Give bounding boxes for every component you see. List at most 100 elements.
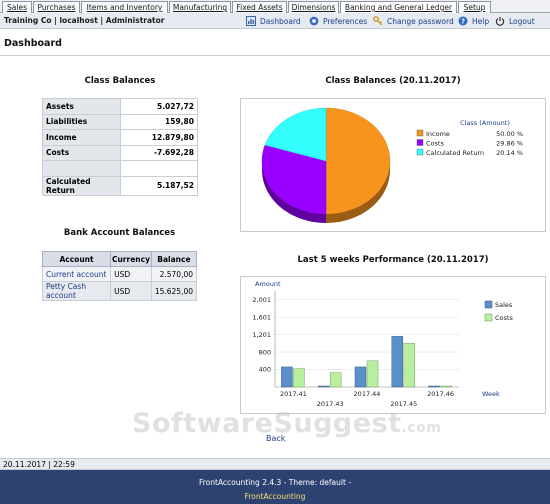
svg-text:?: ?	[461, 18, 465, 26]
watermark-suffix: .com	[401, 420, 442, 436]
bar-legend-label: Sales	[495, 301, 513, 309]
page-title-bar: Dashboard	[0, 30, 550, 56]
header-bar: Training Co | localhost | Administrator …	[0, 13, 550, 29]
pie-legend-swatch	[416, 139, 424, 146]
row-label: Calculated Return	[42, 175, 121, 196]
tab-dimensions[interactable]: Dimensions	[288, 1, 339, 13]
tab-items-and-inventory[interactable]: Items and Inventory	[81, 1, 168, 13]
table-row: Costs -7.692,28	[42, 144, 198, 161]
row-value: 5.187,52	[120, 175, 198, 196]
currency-cell: USD	[110, 266, 152, 282]
table-row	[42, 160, 198, 177]
help-icon: ?	[458, 16, 468, 26]
module-tabs: Sales Purchases Items and Inventory Manu…	[0, 0, 550, 14]
bar-sales	[391, 336, 404, 388]
change-password-link-label: Change password	[387, 16, 454, 26]
key-icon	[373, 16, 383, 26]
pie-legend-value: 50.00 %	[496, 130, 523, 138]
footer-version: FrontAccounting 2.4.3 - Theme: default -	[198, 478, 352, 487]
table-row: Calculated Return 5.187,52	[42, 175, 198, 196]
tab-purchases[interactable]: Purchases	[33, 1, 80, 13]
bar-costs	[293, 368, 305, 388]
bank-balances-table: Account Currency Balance Current account…	[41, 251, 198, 301]
balance-cell: 2.570,00	[150, 266, 198, 282]
pie-slice	[325, 107, 391, 215]
bar-chart: Amount 400 800 1,201 1,601 2,001 2017.41 2017.4…	[252, 280, 513, 408]
y-tick-label: 800	[259, 348, 271, 356]
pie-slice-side	[326, 161, 390, 223]
status-bar: 20.11.2017 | 22:59	[0, 458, 550, 470]
pie-legend-value: 20.14 %	[496, 149, 523, 157]
pie-slice	[264, 107, 327, 162]
footer-brand-link[interactable]: FrontAccounting	[244, 492, 306, 501]
tab-banking-and-general-ledger[interactable]: Banking and General Ledger	[340, 1, 457, 14]
y-tick-label: 400	[259, 366, 271, 374]
x-tick-label: 2017.46	[427, 390, 454, 398]
y-tick-label: 1,201	[252, 331, 271, 339]
footer: FrontAccounting 2.4.3 - Theme: default -…	[0, 470, 550, 504]
bank-balances-title: Bank Account Balances	[63, 228, 176, 238]
row-value: 159,80	[120, 113, 198, 130]
help-link[interactable]: ? Help	[458, 15, 489, 27]
column-header-balance: Balance	[150, 251, 198, 267]
company-info: Training Co | localhost | Administrator	[4, 16, 165, 25]
row-value: 5.027,72	[120, 98, 198, 115]
pie-legend-label: Income	[426, 130, 450, 138]
tab-sales[interactable]: Sales	[2, 1, 32, 13]
x-tick-label: 2017.41	[280, 390, 307, 398]
bar-sales	[354, 366, 367, 388]
bar-legend-swatch	[484, 300, 493, 309]
pie-chart: Class (Amount) Income 50.00 % Costs 29.86 % C…	[261, 107, 523, 223]
table-header-row: Account Currency Balance	[41, 251, 198, 267]
dashboard-link-label: Dashboard	[260, 16, 301, 26]
pie-chart-frame: Class (Amount) Income 50.00 % Costs 29.86 % C…	[240, 98, 546, 232]
tab-manufacturing[interactable]: Manufacturing	[169, 1, 231, 13]
row-value	[120, 160, 198, 177]
back-link[interactable]: Back	[266, 434, 286, 443]
bar-costs	[329, 372, 342, 388]
x-tick-label: 2017.45	[390, 400, 417, 408]
table-row: Petty Cash account USD 15.625,00	[41, 281, 198, 301]
logout-link[interactable]: Logout	[495, 15, 535, 27]
preferences-icon	[309, 16, 319, 26]
pie-chart-title: Class Balances (20.11.2017)	[325, 76, 461, 86]
x-axis-label: Week	[482, 390, 500, 398]
y-axis-label: Amount	[255, 280, 281, 288]
balance-cell: 15.625,00	[150, 281, 198, 301]
column-header-currency: Currency	[110, 251, 152, 267]
pie-legend-value: 29.86 %	[496, 140, 523, 148]
row-value: -7.692,28	[120, 144, 198, 161]
help-link-label: Help	[472, 16, 490, 26]
column-header-account: Account	[41, 251, 112, 267]
page-title: Dashboard	[4, 38, 62, 49]
bar-legend-swatch	[484, 313, 493, 322]
row-label: Income	[42, 129, 121, 146]
logout-link-label: Logout	[509, 16, 535, 26]
bar-costs	[403, 343, 416, 388]
dashboard-link[interactable]: Dashboard	[246, 15, 301, 27]
pie-legend-label: Costs	[426, 140, 444, 148]
power-icon	[495, 16, 505, 26]
bar-costs	[440, 385, 452, 388]
pie-legend-swatch	[416, 148, 424, 156]
change-password-link[interactable]: Change password	[373, 15, 454, 27]
bar-sales	[428, 385, 440, 388]
account-link[interactable]: Current account	[41, 266, 112, 282]
pie-legend-label: Calculated Return	[426, 149, 484, 157]
status-datetime: 20.11.2017 | 22:59	[3, 460, 75, 469]
preferences-link[interactable]: Preferences	[309, 15, 367, 27]
bar-costs	[366, 360, 379, 388]
x-tick-label: 2017.44	[354, 390, 381, 398]
row-label	[42, 160, 121, 177]
tab-setup[interactable]: Setup	[458, 1, 491, 13]
tab-fixed-assets[interactable]: Fixed Assets	[232, 1, 287, 13]
preferences-link-label: Preferences	[323, 16, 368, 26]
class-balances-table: Assets 5.027,72 Liabilities 159,80 Income 1…	[42, 98, 198, 196]
pie-slice	[261, 144, 327, 215]
bar-legend-label: Costs	[495, 314, 513, 322]
pie-legend-swatch	[416, 129, 424, 137]
watermark: SoftwareSuggest.com	[132, 408, 441, 439]
watermark-text: SoftwareSuggest	[132, 408, 402, 439]
account-link[interactable]: Petty Cash account	[41, 281, 112, 301]
y-tick-label: 2,001	[252, 296, 271, 304]
